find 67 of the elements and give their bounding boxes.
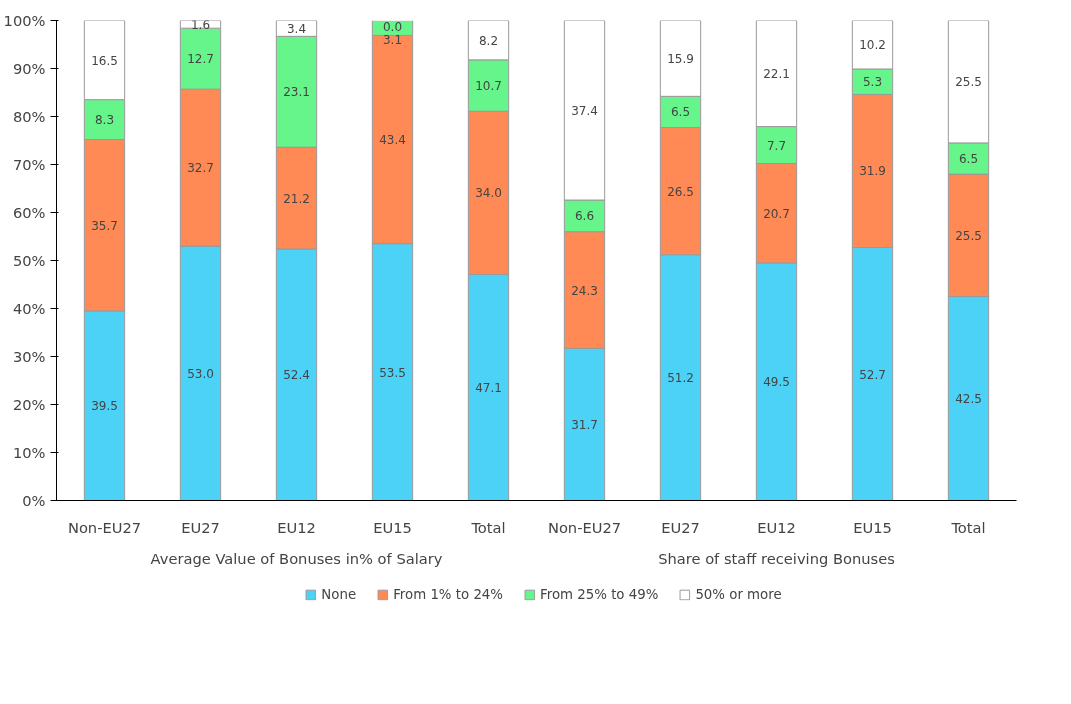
y-tick-label: 40% <box>12 300 46 317</box>
data-label: 31.7 <box>571 417 598 432</box>
data-label: 25.5 <box>955 75 982 90</box>
y-tick-label: 50% <box>12 252 46 269</box>
x-tick-label: EU15 <box>373 518 412 536</box>
data-label: 10.2 <box>859 38 886 52</box>
y-tick-label: 60% <box>12 204 46 221</box>
data-label: 32.7 <box>187 161 214 176</box>
data-label: 21.2 <box>283 191 310 206</box>
data-label: 42.5 <box>955 392 982 406</box>
legend-label: 50% or more <box>695 586 782 602</box>
y-tick-label: 100% <box>3 12 46 29</box>
data-label: 24.3 <box>571 283 598 298</box>
legend-label: None <box>321 586 357 602</box>
x-tick-label: EU12 <box>757 518 796 536</box>
x-tick-label: EU15 <box>853 518 892 536</box>
data-label: 34.0 <box>475 186 502 201</box>
data-label: 52.4 <box>283 368 310 383</box>
data-label: 47.1 <box>475 380 502 395</box>
data-label: 51.2 <box>667 371 694 386</box>
data-label: 16.5 <box>91 53 118 68</box>
y-tick-label: 20% <box>12 396 46 413</box>
data-label: 0.0 <box>382 19 403 34</box>
data-label: 12.7 <box>187 52 214 67</box>
data-label: 37.4 <box>571 103 598 118</box>
data-label: 31.9 <box>859 164 886 179</box>
data-label: 10.7 <box>475 79 502 94</box>
x-tick-label: Total <box>950 518 986 536</box>
x-tick-label: EU27 <box>661 518 700 536</box>
data-label: 6.5 <box>958 152 979 166</box>
data-label: 8.2 <box>478 33 499 48</box>
data-label: 8.3 <box>94 113 115 128</box>
y-tick-label: 80% <box>12 108 46 125</box>
data-label: 15.9 <box>667 51 694 66</box>
y-tick-label: 30% <box>12 348 46 365</box>
x-tick-label: EU12 <box>277 518 316 536</box>
x-tick-label: Non-EU27 <box>67 518 142 536</box>
text: Average Value of Bonuses in% of Salary <box>150 549 443 567</box>
data-label: 53.0 <box>187 366 214 381</box>
text: Share of staff receiving Bonuses <box>658 549 895 567</box>
data-label: 39.5 <box>91 399 118 414</box>
data-label: 35.7 <box>91 218 118 233</box>
data-label: 53.5 <box>379 365 406 380</box>
x-tick-label: Non-EU27 <box>547 518 622 536</box>
y-tick-label: 90% <box>12 60 46 77</box>
data-label: 20.7 <box>763 206 790 221</box>
data-label: 6.6 <box>574 209 595 224</box>
data-label: 23.1 <box>283 85 310 100</box>
data-label: 3.4 <box>286 21 307 36</box>
data-label: 7.7 <box>766 138 787 153</box>
data-label: 22.1 <box>763 67 790 82</box>
data-label: 52.7 <box>859 367 886 382</box>
data-label: 1.6 <box>190 17 211 32</box>
y-tick-label: 10% <box>12 444 46 461</box>
data-label: 3.1 <box>382 32 403 47</box>
data-label: 25.5 <box>955 228 982 243</box>
y-tick-label: 70% <box>12 156 46 173</box>
x-tick-label: EU27 <box>181 518 220 536</box>
data-label: 26.5 <box>667 184 694 199</box>
legend-label: From 1% to 24% <box>393 586 504 602</box>
data-label: 5.3 <box>862 75 883 90</box>
x-tick-label: Total <box>470 518 506 536</box>
data-label: 6.5 <box>670 105 691 120</box>
legend-label: From 25% to 49% <box>540 586 659 602</box>
y-tick-label: 0% <box>22 492 46 509</box>
data-label: 49.5 <box>763 375 790 390</box>
data-label: 43.4 <box>379 133 406 148</box>
